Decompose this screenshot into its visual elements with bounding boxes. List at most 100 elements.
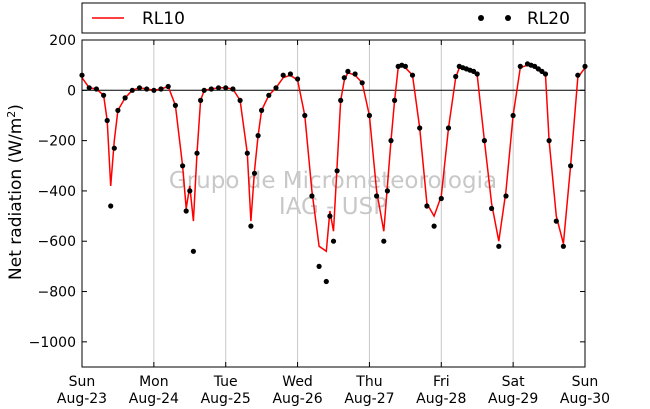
data-point-rl20 — [510, 112, 516, 119]
y-tick-label: 0 — [67, 83, 76, 99]
data-point-rl20 — [338, 97, 344, 103]
data-point-rl20 — [230, 86, 236, 92]
series-rl20 — [79, 61, 588, 285]
data-point-rl20 — [223, 85, 229, 91]
legend-dot-rl20-a — [478, 15, 484, 21]
x-tick-label-day: Tue — [213, 374, 238, 390]
watermark-line-2: IAG - USP — [279, 194, 387, 220]
x-tick-label-date: Aug-29 — [488, 391, 538, 407]
data-point-rl20 — [374, 193, 380, 199]
y-tick-label: −800 — [38, 285, 76, 301]
x-tick-label-date: Aug-26 — [272, 391, 322, 407]
data-point-rl20 — [259, 107, 265, 113]
data-point-rl20 — [575, 72, 581, 78]
x-tick-label-day: Wed — [282, 374, 313, 390]
y-tick-label: −1000 — [29, 335, 76, 351]
data-point-rl20 — [122, 95, 128, 101]
data-point-rl20 — [359, 80, 365, 86]
data-point-rl20 — [568, 163, 574, 169]
data-point-rl20 — [158, 86, 164, 92]
data-point-rl20 — [244, 150, 250, 156]
x-tick-label-day: Fri — [433, 374, 450, 390]
data-point-rl20 — [503, 193, 509, 199]
x-tick-label-date: Aug-24 — [129, 391, 179, 407]
x-tick-label-date: Aug-30 — [560, 391, 610, 407]
y-tick-label: 200 — [49, 33, 76, 49]
data-point-rl20 — [266, 92, 272, 98]
x-tick-label-day: Thu — [355, 374, 382, 390]
data-point-rl20 — [151, 87, 157, 93]
data-point-rl20 — [517, 63, 523, 69]
x-tick-label-date: Aug-23 — [57, 391, 107, 407]
data-point-rl20 — [366, 112, 372, 119]
data-point-rl20 — [287, 71, 293, 77]
data-point-rl20 — [546, 138, 552, 144]
data-point-rl20 — [489, 205, 495, 212]
data-point-rl20 — [417, 125, 423, 131]
data-point-rl20 — [302, 112, 308, 119]
axis-ticks — [81, 39, 586, 367]
data-point-rl20 — [129, 87, 135, 93]
data-point-rl20 — [474, 71, 480, 77]
y-axis-title-main: Net radiation (W/m — [6, 118, 26, 280]
plot-area — [81, 39, 586, 368]
data-point-rl20 — [309, 193, 315, 199]
data-point-rl20 — [208, 86, 214, 92]
data-point-rl20 — [445, 125, 452, 131]
data-point-rl20 — [104, 117, 110, 124]
y-tick-label: −400 — [38, 184, 76, 200]
x-tick-label-day: Sun — [572, 374, 599, 390]
x-tick-label-date: Aug-28 — [416, 391, 466, 407]
x-tick-label-date: Aug-25 — [201, 391, 251, 407]
data-point-rl20 — [384, 188, 390, 194]
data-point-rl20 — [341, 75, 347, 81]
y-axis-title: Net radiation (W/m2) — [5, 104, 27, 280]
x-tick-label-day: Sun — [69, 374, 96, 390]
data-point-rl20 — [453, 73, 459, 80]
data-point-rl20 — [144, 86, 150, 92]
data-point-rl20 — [201, 87, 207, 93]
data-point-rl20 — [111, 145, 117, 151]
watermark-line-1: Grupo de Micrometeorologia — [169, 168, 497, 194]
series-layer — [79, 61, 588, 285]
data-point-rl20 — [136, 85, 143, 91]
data-point-rl20 — [542, 71, 549, 77]
data-point-rl20 — [93, 86, 99, 92]
data-point-rl20 — [194, 150, 200, 156]
data-point-rl20 — [553, 218, 559, 224]
data-point-rl20 — [183, 208, 189, 214]
data-point-rl20 — [101, 92, 107, 98]
data-point-rl20 — [187, 188, 193, 194]
data-point-rl20 — [330, 238, 337, 244]
data-point-rl20 — [438, 195, 444, 202]
data-point-rl20 — [409, 72, 416, 78]
grid-lines — [153, 40, 514, 367]
data-point-rl20 — [323, 278, 329, 285]
data-point-rl20 — [334, 168, 340, 174]
data-point-rl20 — [273, 85, 279, 91]
data-point-rl20 — [248, 223, 254, 229]
data-point-rl20 — [316, 263, 322, 269]
data-point-rl20 — [327, 213, 333, 219]
y-axis-title-close: ) — [6, 104, 26, 111]
data-point-rl20 — [280, 72, 286, 78]
data-point-rl20 — [496, 243, 502, 249]
data-point-rl20 — [198, 97, 204, 103]
series-line-rl10 — [81, 64, 586, 253]
data-point-rl20 — [190, 248, 196, 254]
data-point-rl20 — [424, 203, 430, 209]
data-point-rl20 — [539, 68, 545, 74]
data-point-rl20 — [471, 68, 477, 74]
legend-box — [81, 2, 586, 34]
data-point-rl20 — [560, 243, 567, 249]
data-point-rl20 — [251, 170, 258, 176]
x-tick-labels: SunAug-23MonAug-24TueAug-25WedAug-26ThuA… — [57, 374, 610, 407]
series-rl10 — [81, 64, 586, 253]
data-point-rl20 — [180, 163, 186, 169]
legend: RL10 RL20 — [81, 2, 586, 34]
legend-label-rl20: RL20 — [527, 9, 570, 29]
x-tick-label-date: Aug-27 — [344, 391, 394, 407]
data-point-rl20 — [381, 238, 387, 244]
data-point-rl20 — [215, 85, 222, 91]
y-tick-label: −600 — [38, 234, 76, 250]
